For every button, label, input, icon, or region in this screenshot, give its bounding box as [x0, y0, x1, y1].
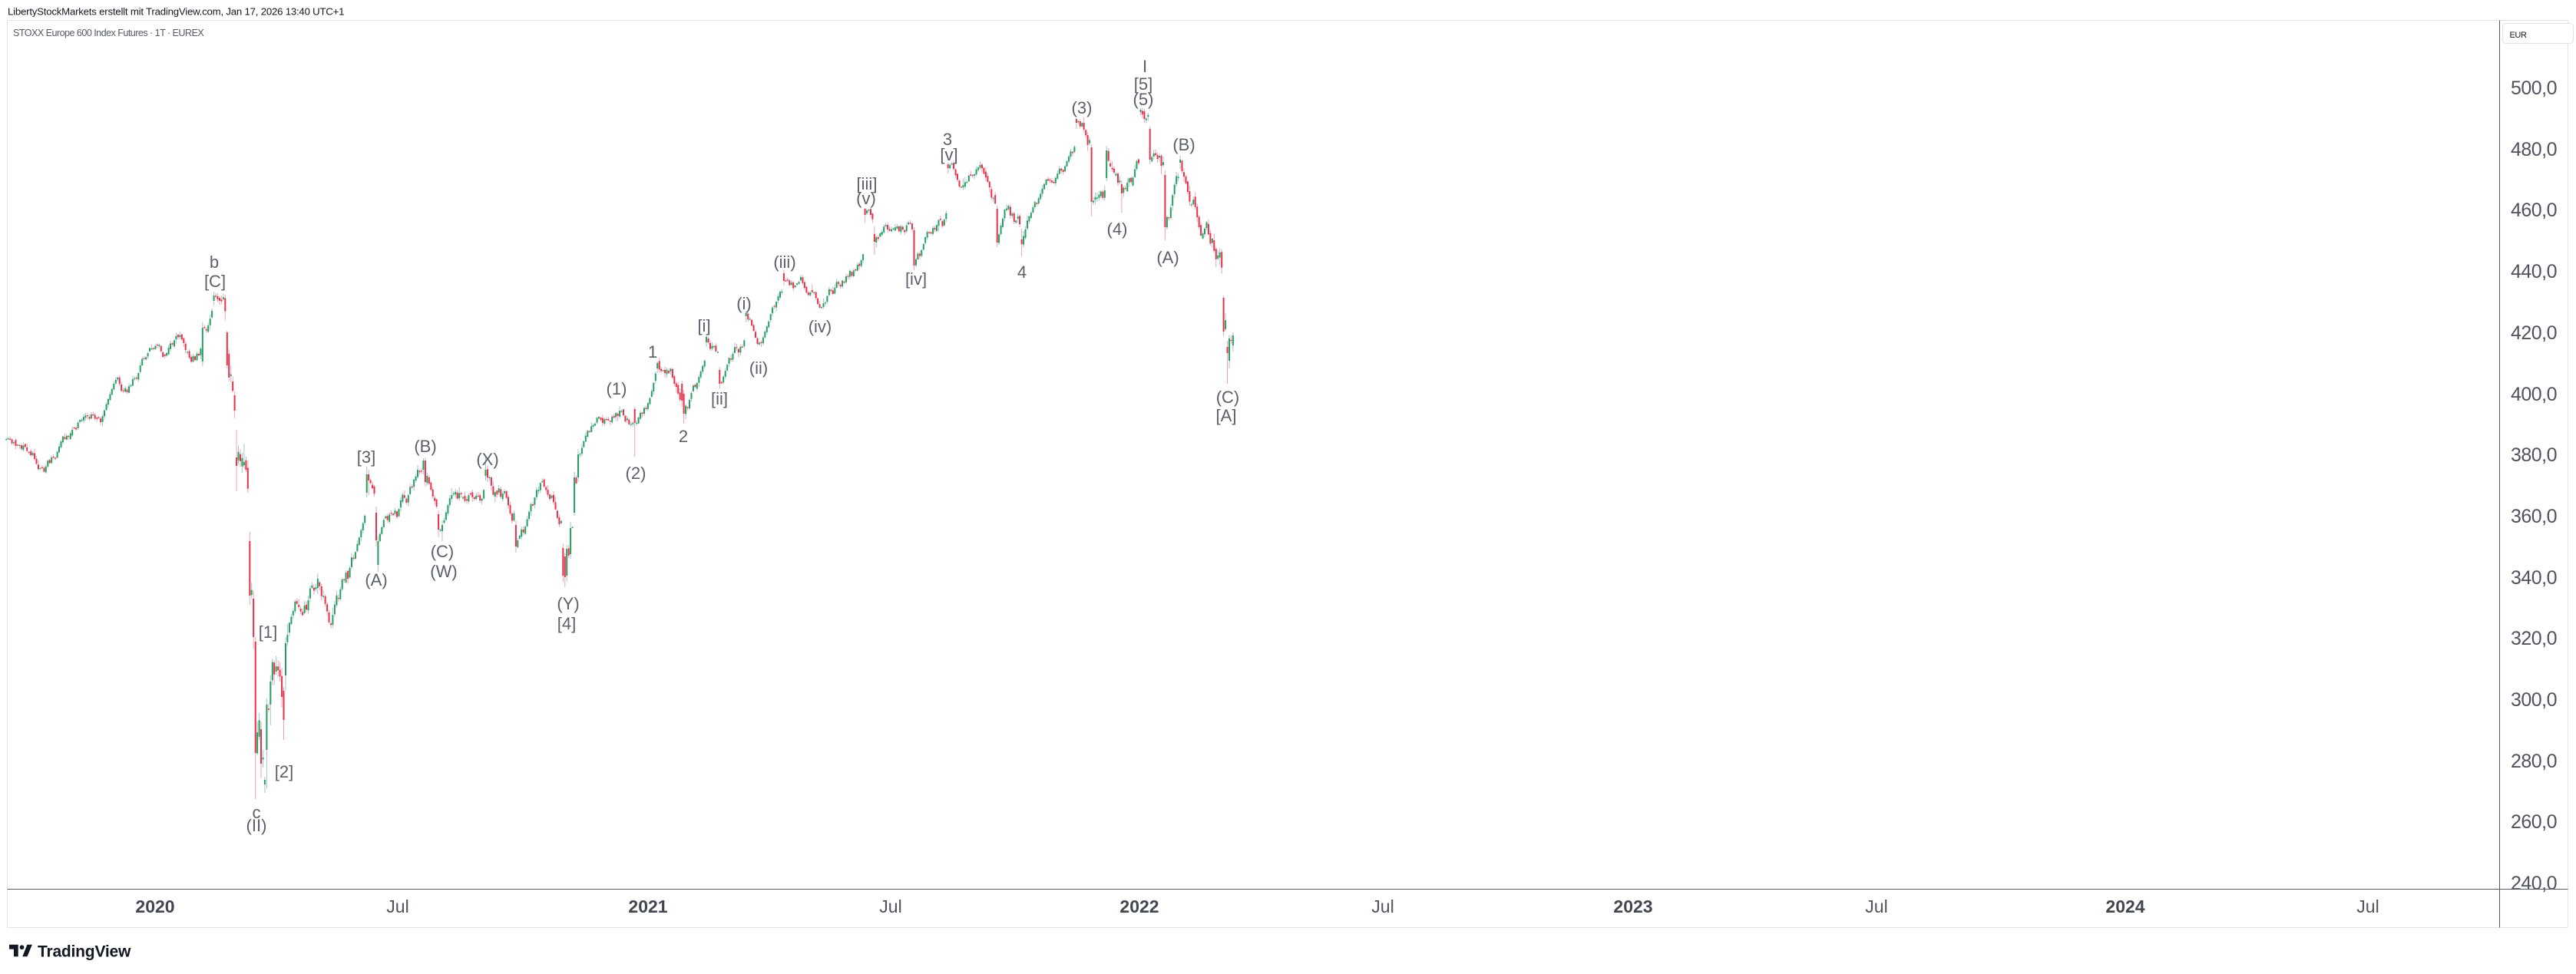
svg-text:(X): (X)	[476, 450, 498, 469]
svg-text:Jul: Jul	[1865, 896, 1887, 916]
svg-text:[iv]: [iv]	[905, 269, 927, 289]
svg-text:c: c	[253, 803, 261, 822]
svg-text:380,0: 380,0	[2511, 444, 2557, 466]
svg-text:2022: 2022	[1119, 896, 1159, 916]
svg-text:[5]: [5]	[1134, 74, 1152, 94]
svg-text:[1]: [1]	[259, 622, 277, 642]
svg-text:1: 1	[648, 342, 657, 362]
svg-text:Jul: Jul	[879, 896, 901, 916]
svg-text:(v): (v)	[856, 189, 876, 208]
svg-text:(iii): (iii)	[773, 253, 795, 272]
svg-text:(II): (II)	[246, 816, 267, 835]
svg-text:(B): (B)	[1172, 135, 1195, 154]
svg-text:(A): (A)	[365, 570, 387, 589]
svg-text:320,0: 320,0	[2511, 628, 2557, 649]
svg-text:Jul: Jul	[2356, 896, 2379, 916]
svg-text:LibertyStockMarkets erstellt m: LibertyStockMarkets erstellt mit Trading…	[8, 6, 344, 18]
svg-text:[i]: [i]	[697, 316, 710, 335]
svg-text:(C): (C)	[431, 542, 455, 561]
svg-text:240,0: 240,0	[2511, 873, 2557, 894]
svg-text:[A]: [A]	[1216, 406, 1237, 425]
svg-text:(A): (A)	[1156, 248, 1179, 267]
svg-text:(1): (1)	[607, 379, 627, 398]
svg-text:4: 4	[1017, 262, 1027, 282]
svg-text:[4]: [4]	[557, 614, 576, 633]
svg-text:[ii]: [ii]	[711, 389, 728, 408]
svg-text:[3]: [3]	[357, 447, 375, 467]
svg-text:440,0: 440,0	[2511, 261, 2557, 282]
svg-text:480,0: 480,0	[2511, 139, 2557, 160]
svg-text:(2): (2)	[626, 464, 646, 483]
svg-text:360,0: 360,0	[2511, 506, 2557, 527]
svg-text:(ii): (ii)	[749, 358, 768, 378]
svg-text:b: b	[210, 253, 219, 272]
svg-text:2: 2	[679, 427, 688, 446]
svg-text:300,0: 300,0	[2511, 689, 2557, 711]
svg-text:260,0: 260,0	[2511, 811, 2557, 833]
svg-text:400,0: 400,0	[2511, 384, 2557, 405]
svg-text:(Y): (Y)	[557, 594, 579, 613]
svg-text:(B): (B)	[414, 437, 436, 456]
svg-text:2024: 2024	[2105, 896, 2144, 916]
svg-text:420,0: 420,0	[2511, 322, 2557, 344]
svg-text:(3): (3)	[1072, 98, 1093, 117]
svg-text:TradingView: TradingView	[38, 943, 131, 960]
svg-text:[iii]: [iii]	[857, 174, 878, 193]
svg-text:Jul: Jul	[1371, 896, 1394, 916]
svg-text:2023: 2023	[1613, 896, 1652, 916]
svg-text:[C]: [C]	[204, 272, 226, 291]
svg-text:I: I	[1143, 57, 1147, 76]
svg-text:STOXX Europe 600 Index Futures: STOXX Europe 600 Index Futures · 1T · EU…	[13, 28, 204, 38]
svg-text:280,0: 280,0	[2511, 751, 2557, 772]
svg-text:500,0: 500,0	[2511, 78, 2557, 99]
svg-text:(i): (i)	[736, 294, 752, 313]
svg-text:2021: 2021	[628, 896, 667, 916]
svg-text:340,0: 340,0	[2511, 567, 2557, 589]
svg-text:2020: 2020	[135, 896, 174, 916]
svg-text:(5): (5)	[1133, 90, 1154, 109]
svg-text:460,0: 460,0	[2511, 200, 2557, 221]
svg-text:(W): (W)	[430, 562, 457, 581]
svg-text:(C): (C)	[1216, 388, 1240, 407]
svg-text:(iv): (iv)	[809, 317, 832, 336]
svg-text:[2]: [2]	[275, 762, 293, 781]
svg-text:(4): (4)	[1107, 220, 1128, 239]
svg-text:3: 3	[943, 130, 952, 149]
svg-text:[v]: [v]	[940, 145, 957, 164]
svg-text:Jul: Jul	[386, 896, 408, 916]
svg-text:EUR: EUR	[2510, 31, 2527, 40]
